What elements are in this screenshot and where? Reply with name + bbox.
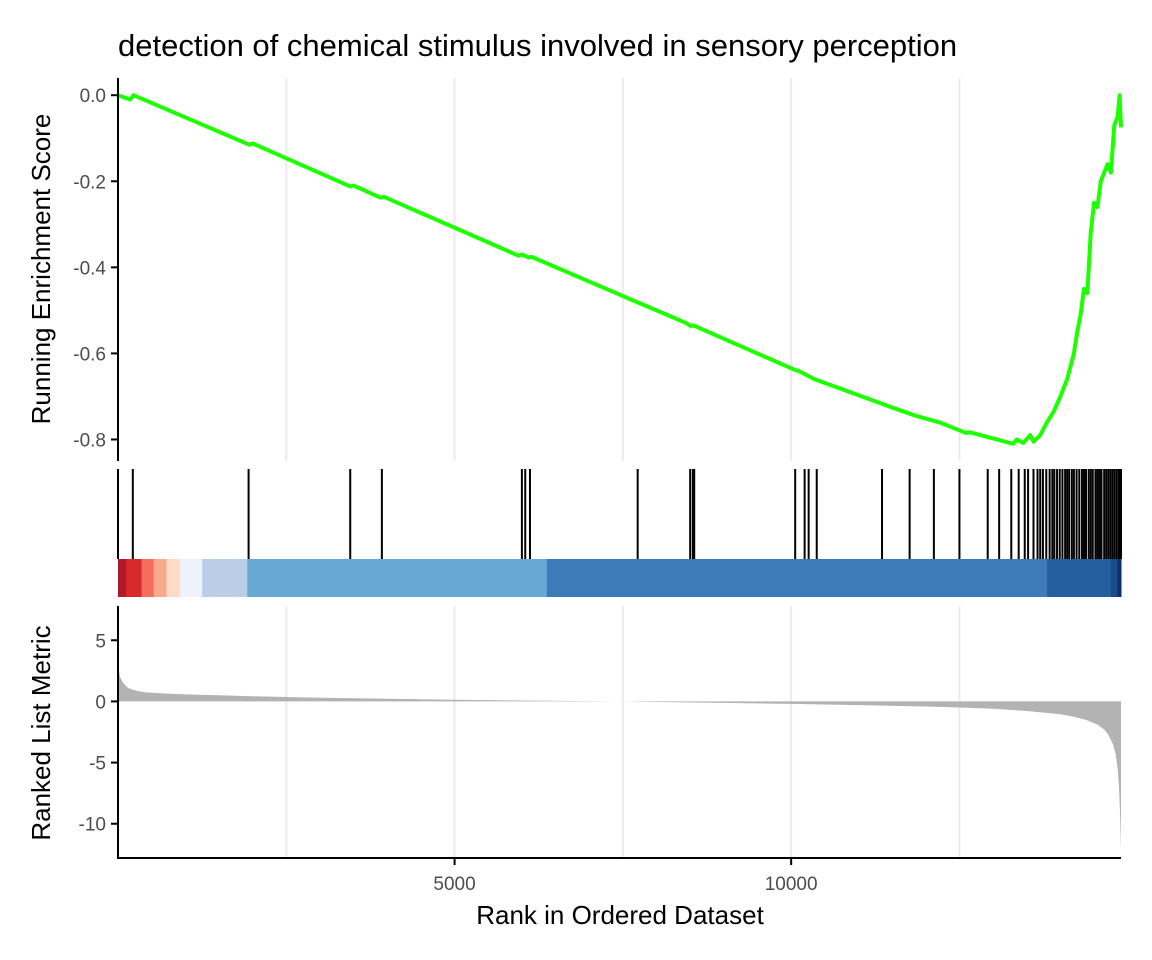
running-score-line [117, 93, 1123, 446]
strip-segment [1117, 559, 1122, 597]
metric-panel-gridlines [285, 606, 961, 858]
strip-segment [179, 559, 203, 597]
rank-color-strip [118, 559, 1122, 597]
axis-lines [117, 78, 1121, 859]
y-tick-label: -5 [89, 754, 106, 775]
strip-segment [166, 559, 181, 597]
strip-segment [1046, 559, 1112, 597]
y-tick-label: -0.6 [73, 344, 106, 365]
es-y-axis-title: Running Enrichment Score [26, 114, 56, 425]
strip-segment [247, 559, 548, 597]
y-tick-label: -0.8 [73, 430, 106, 451]
gene-hit-ticks [117, 469, 1122, 559]
strip-segment [153, 559, 167, 597]
y-tick-label: 0 [95, 692, 106, 713]
chart-title: detection of chemical stimulus involved … [118, 28, 957, 63]
x-axis-title: Rank in Ordered Dataset [476, 900, 764, 930]
strip-segment [141, 559, 155, 597]
strip-segment [118, 559, 127, 597]
strip-segment [202, 559, 248, 597]
es-panel-gridlines [285, 78, 961, 461]
y-tick-label: -0.2 [73, 172, 106, 193]
strip-segment [1110, 559, 1119, 597]
es-y-axis: 0.0 -0.2 -0.4 -0.6 -0.8 [73, 86, 118, 451]
y-tick-label: -10 [79, 815, 106, 836]
x-tick-label: 10000 [765, 874, 818, 895]
x-tick-label: 5000 [433, 874, 475, 895]
strip-segment [546, 559, 1048, 597]
metric-y-axis-title: Ranked List Metric [26, 625, 56, 840]
y-tick-label: 0.0 [80, 86, 106, 107]
strip-segment [126, 559, 143, 597]
metric-y-axis: 5 0 -5 -10 [79, 631, 118, 836]
x-axis: 5000 10000 [433, 858, 818, 895]
y-tick-label: -0.4 [73, 258, 106, 279]
y-tick-label: 5 [95, 631, 106, 652]
